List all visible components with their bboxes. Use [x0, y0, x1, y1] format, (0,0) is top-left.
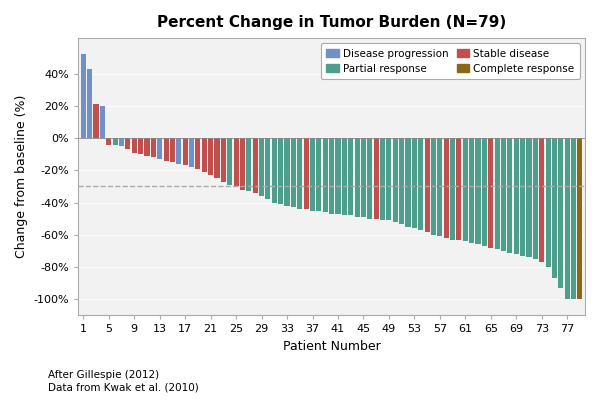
Bar	[176, 138, 181, 164]
Bar	[164, 138, 169, 161]
Bar	[571, 138, 576, 299]
Bar	[526, 138, 532, 257]
Bar	[361, 138, 366, 217]
Bar	[297, 138, 302, 209]
Bar	[342, 138, 347, 216]
Bar	[310, 138, 315, 211]
Bar	[393, 138, 398, 222]
Bar	[501, 138, 506, 251]
Bar	[304, 138, 308, 209]
Bar	[348, 138, 353, 216]
Bar	[291, 138, 296, 207]
Bar	[469, 138, 474, 243]
Bar	[214, 138, 220, 178]
Bar	[119, 138, 124, 146]
Bar	[335, 138, 341, 214]
X-axis label: Patient Number: Patient Number	[283, 340, 380, 353]
Bar	[558, 138, 563, 288]
Bar	[539, 138, 544, 262]
Bar	[443, 138, 449, 238]
Bar	[278, 138, 283, 204]
Y-axis label: Change from baseline (%): Change from baseline (%)	[15, 95, 28, 258]
Bar	[113, 138, 118, 144]
Bar	[577, 138, 583, 299]
Bar	[367, 138, 373, 219]
Bar	[323, 138, 328, 212]
Bar	[482, 138, 487, 246]
Bar	[565, 138, 570, 299]
Bar	[81, 54, 86, 138]
Bar	[545, 138, 551, 267]
Bar	[284, 138, 290, 206]
Bar	[437, 138, 442, 236]
Bar	[355, 138, 359, 217]
Bar	[94, 104, 98, 138]
Bar	[246, 138, 251, 191]
Legend: Disease progression, Partial response, Stable disease, Complete response: Disease progression, Partial response, S…	[321, 43, 580, 79]
Bar	[221, 138, 226, 182]
Text: After Gillespie (2012)
Data from Kwak et al. (2010): After Gillespie (2012) Data from Kwak et…	[48, 370, 199, 392]
Bar	[508, 138, 512, 252]
Bar	[265, 138, 271, 199]
Bar	[374, 138, 379, 219]
Bar	[259, 138, 264, 196]
Bar	[425, 138, 430, 232]
Bar	[227, 138, 232, 185]
Bar	[240, 138, 245, 190]
Bar	[202, 138, 207, 172]
Bar	[157, 138, 162, 159]
Bar	[406, 138, 410, 227]
Bar	[170, 138, 175, 162]
Bar	[329, 138, 334, 214]
Bar	[520, 138, 525, 256]
Bar	[552, 138, 557, 278]
Bar	[533, 138, 538, 259]
Bar	[233, 138, 239, 186]
Bar	[399, 138, 404, 224]
Bar	[125, 138, 130, 149]
Bar	[431, 138, 436, 235]
Bar	[151, 138, 156, 158]
Bar	[457, 138, 461, 240]
Bar	[131, 138, 137, 152]
Bar	[494, 138, 500, 249]
Bar	[514, 138, 519, 254]
Bar	[189, 138, 194, 167]
Bar	[450, 138, 455, 240]
Bar	[488, 138, 493, 248]
Bar	[145, 138, 149, 156]
Bar	[182, 138, 188, 166]
Title: Percent Change in Tumor Burden (N=79): Percent Change in Tumor Burden (N=79)	[157, 15, 506, 30]
Bar	[138, 138, 143, 154]
Bar	[196, 138, 200, 169]
Bar	[316, 138, 322, 211]
Bar	[475, 138, 481, 244]
Bar	[412, 138, 417, 228]
Bar	[418, 138, 423, 230]
Bar	[380, 138, 385, 220]
Bar	[100, 106, 105, 138]
Bar	[463, 138, 468, 241]
Bar	[106, 138, 112, 144]
Bar	[208, 138, 213, 175]
Bar	[272, 138, 277, 202]
Bar	[253, 138, 258, 193]
Bar	[386, 138, 391, 220]
Bar	[87, 69, 92, 138]
